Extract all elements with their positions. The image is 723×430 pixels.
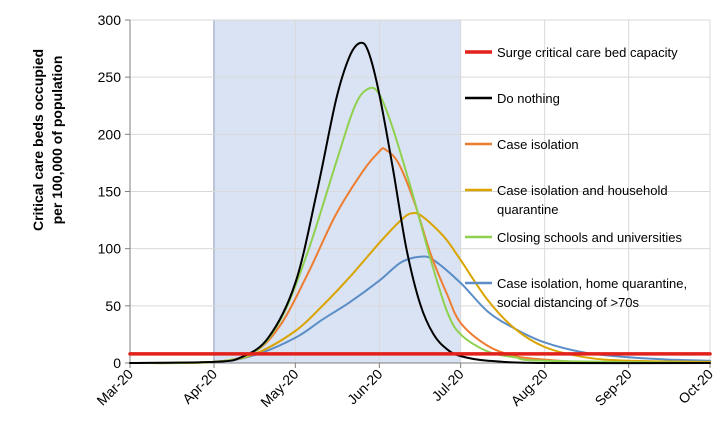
- y-tick-label: 250: [98, 69, 122, 85]
- legend-label: Surge critical care bed capacity: [497, 45, 678, 60]
- x-tick-label: Aug-20: [508, 366, 551, 409]
- series-line-do-nothing: [129, 41, 711, 365]
- y-tick-label: 0: [113, 355, 121, 371]
- x-tick-label: May-20: [257, 366, 301, 410]
- y-tick-label: 300: [98, 12, 122, 28]
- x-tick-label: Apr-20: [179, 366, 220, 407]
- legend-label: Closing schools and universities: [497, 230, 682, 245]
- y-axis-label-line2: per 100,000 of population: [49, 56, 65, 225]
- y-tick-label: 50: [105, 298, 121, 314]
- legend-label: Case isolation and household quarantine: [497, 183, 668, 217]
- x-tick-label: Jun-20: [344, 366, 386, 408]
- x-tick-label: Oct-20: [675, 366, 716, 407]
- y-tick-label: 150: [98, 184, 122, 200]
- series-line-case-isolation: [129, 147, 711, 365]
- legend-label: Case isolation, home quarantine, social d…: [497, 276, 687, 310]
- x-tick-label: Mar-20: [93, 366, 136, 409]
- y-axis-label-line1: Critical care beds occupied: [30, 49, 46, 231]
- series-line-case-isolation-and-household-quarantine: [129, 211, 711, 364]
- y-tick-label: 200: [98, 126, 122, 142]
- legend-label: Do nothing: [497, 91, 560, 106]
- legend-label: Case isolation: [497, 137, 579, 152]
- x-tick-label: Jul-20: [428, 366, 466, 404]
- y-tick-label: 100: [98, 241, 122, 257]
- x-tick-label: Sep-20: [592, 366, 635, 409]
